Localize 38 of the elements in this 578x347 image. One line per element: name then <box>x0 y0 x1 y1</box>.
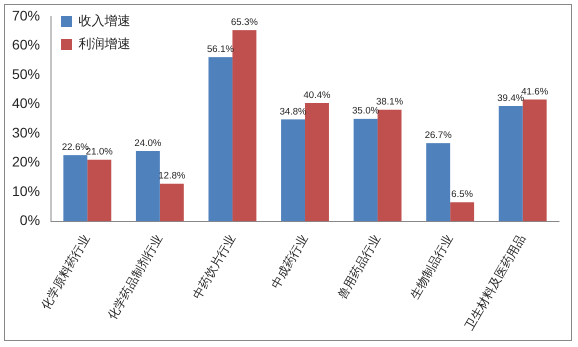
bar <box>281 119 306 222</box>
y-tick-label: 0% <box>20 212 40 228</box>
y-tick-label: 20% <box>12 154 40 170</box>
data-label: 65.3% <box>230 17 258 28</box>
y-tick-label: 30% <box>12 124 40 140</box>
x-tick-label: 中成药行业 <box>268 232 310 291</box>
data-label: 40.4% <box>304 90 332 101</box>
legend-label: 利润增速 <box>78 36 131 52</box>
x-tick-label: 化学原料药行业 <box>38 232 93 312</box>
data-label: 38.1% <box>376 96 404 108</box>
x-tick-label: 生物制品行业 <box>407 232 456 302</box>
bar <box>136 151 160 222</box>
x-tick-label: 中药饮片行业 <box>190 232 238 302</box>
bar <box>232 30 256 222</box>
bar <box>450 202 474 222</box>
x-tick-label: 化学药品制剂行业 <box>105 232 166 322</box>
x-tick-label: 兽用药品行业 <box>334 232 384 302</box>
x-tick-label: 卫生材料及医药用品 <box>462 232 528 333</box>
bar <box>378 110 402 222</box>
y-tick-label: 10% <box>12 182 40 199</box>
bar <box>87 160 112 222</box>
data-label: 24.0% <box>134 138 162 149</box>
y-tick-label: 60% <box>12 36 40 53</box>
bar <box>208 57 232 222</box>
data-label: 35.0% <box>352 106 380 117</box>
legend-label: 收入增速 <box>78 13 131 28</box>
bar <box>305 103 329 222</box>
bar <box>522 100 547 222</box>
data-label: 6.5% <box>451 189 474 200</box>
bar <box>426 143 450 222</box>
y-tick-label: 70% <box>12 7 40 24</box>
y-tick-label: 50% <box>12 66 40 82</box>
y-tick-label: 40% <box>12 95 40 112</box>
bar <box>354 118 378 222</box>
bar <box>160 184 184 222</box>
data-label: 26.7% <box>424 130 452 141</box>
bar <box>63 155 88 222</box>
bar <box>498 106 523 222</box>
